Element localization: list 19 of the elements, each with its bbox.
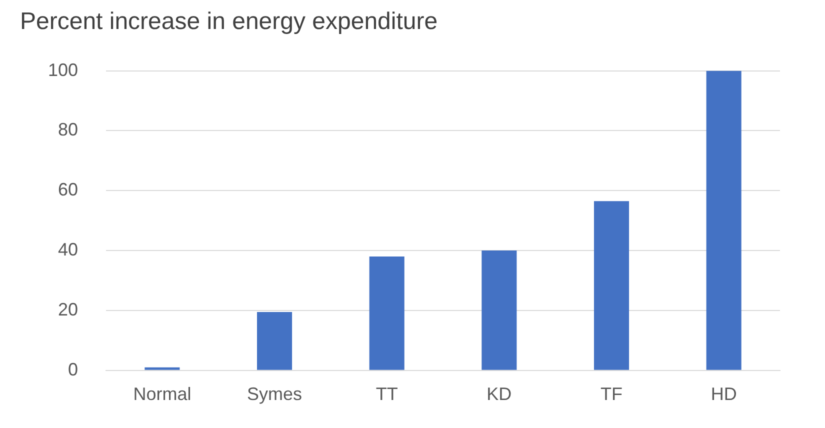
bar [144, 367, 180, 370]
x-tick-label: TT [376, 384, 398, 404]
bar [706, 70, 742, 370]
bar [594, 201, 630, 370]
bar [257, 312, 292, 370]
x-tick-label: TF [600, 384, 623, 404]
x-tick-label: HD [710, 384, 737, 404]
x-tick-label: Symes [247, 384, 302, 404]
y-tick-label: 40 [58, 240, 78, 260]
bar [482, 250, 517, 370]
x-tick-label: Normal [133, 384, 192, 404]
y-tick-label: 80 [58, 120, 78, 140]
bar [369, 256, 404, 370]
y-tick-label: 60 [58, 180, 78, 200]
chart-title: Percent increase in energy expenditure [20, 8, 438, 36]
y-tick-label: 100 [48, 60, 78, 80]
x-tick-label: KD [486, 384, 512, 404]
y-tick-label: 0 [68, 359, 78, 380]
y-tick-label: 20 [58, 299, 78, 320]
